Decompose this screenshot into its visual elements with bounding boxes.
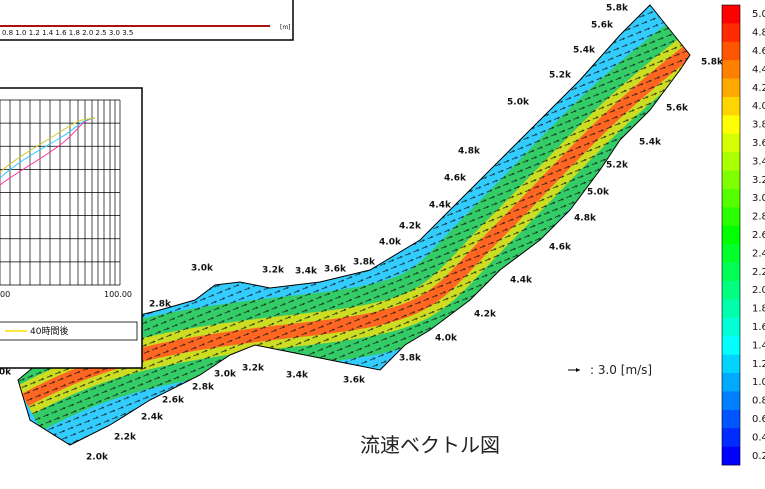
station-label: 3.8k [353,258,376,268]
inset-unit: [m] [280,24,291,31]
station-label: 2.6k [162,396,185,406]
colorbar-label: 3.4 [752,156,765,167]
station-label: 3.0k [214,370,237,380]
station-label: 5.6k [591,21,614,31]
station-label: 3.0k [191,264,214,274]
colorbar-band [722,336,740,355]
station-label: 3.2k [262,266,285,276]
colorbar-label: 4.8 [752,28,765,39]
colorbar-band [722,207,740,227]
station-label: 5.0k [587,188,610,198]
colorbar-label: 3.8 [752,120,765,131]
colorbar-label: 4.4 [752,64,765,75]
station-label: 4.6k [549,243,572,253]
colorbar-band [722,60,740,79]
inset-left [0,87,143,369]
station-label: 4.4k [429,201,452,211]
station-label: 5.6k [666,104,689,114]
station-label: 2.0k [86,453,109,463]
colorbar-band [722,409,740,429]
colorbar-band [722,152,740,171]
inset-x-end: 100.00 [104,290,132,299]
station-label: 4.8k [458,147,481,157]
colorbar-band [722,5,740,24]
station-label: 2.8k [192,383,215,393]
colorbar-label: 5.0 [752,9,765,20]
colorbar-band [722,354,740,374]
colorbar-band [722,133,740,153]
colorbar-label: 3.0 [752,193,765,204]
colorbar-label: 2.8 [752,212,765,223]
colorbar-band [722,78,740,98]
colorbar-band [722,225,740,245]
colorbar-band [722,281,740,300]
colorbar-label: 0.2 [752,451,765,462]
colorbar-label: 2.4 [752,248,765,259]
colorbar-band [722,97,740,116]
colorbar-band [722,299,740,319]
station-label: 3.4k [295,267,318,277]
colorbar-label: 0.8 [752,396,765,407]
colorbar-band [722,391,740,411]
colorbar-frame [721,4,741,466]
colorbar-label: 0.4 [752,432,765,443]
colorbar-label: 4.6 [752,46,765,57]
station-label: 3.4k [286,371,309,381]
station-label: 3.6k [343,376,366,386]
inset-legend: 40時間後 [30,325,68,337]
station-label: 4.2k [399,222,422,232]
figure-title: 流速ベクトル図 [360,433,500,457]
station-label: 3.6k [324,265,347,275]
station-label: 3.2k [242,364,265,374]
colorbar-label: 2.0 [752,285,765,296]
station-label: 5.4k [573,46,596,56]
colorbar-label: 1.4 [752,340,765,351]
colorbar-label: 2.6 [752,230,765,241]
station-label: 4.8k [574,214,597,224]
colorbar-label: 1.8 [752,304,765,315]
station-label: 3.8k [399,354,422,364]
station-label: 2.2k [114,433,137,443]
colorbar-label: 4.0 [752,101,765,112]
inset-x-start: 00 [0,290,10,299]
station-label: 5.2k [606,161,629,171]
inset-x-ticks: 0.8 1.0 1.2 1.4 1.6 1.8 2.0 2.5 3.0 3.5 [2,29,133,37]
station-label: 4.2k [474,310,497,320]
colorbar-band [722,244,740,263]
station-label: 4.6k [444,174,467,184]
colorbar-band [722,41,740,61]
station-label: 2.4k [141,413,164,423]
station-label: 0k [0,368,12,378]
colorbar-label: 4.2 [752,83,765,94]
station-label: 5.2k [549,71,572,81]
colorbar-label: 3.2 [752,175,765,186]
colorbar-label: 1.0 [752,377,765,388]
station-label: 5.8k [606,4,629,14]
colorbar-label: 1.6 [752,322,765,333]
colorbar-band [722,170,740,190]
station-label: 4.0k [379,238,402,248]
scale-label: : 3.0 [m/s] [590,363,652,377]
colorbar-label: 0.6 [752,414,765,425]
colorbar-band [722,373,740,392]
inset-top [0,0,294,41]
colorbar-band [722,262,740,282]
colorbar-band [722,23,740,43]
colorbar-band [722,428,740,447]
station-label: 5.4k [639,138,662,148]
colorbar-label: 3.6 [752,138,765,149]
colorbar-band [722,115,740,135]
station-label: 4.0k [435,334,458,344]
station-label: 4.4k [510,276,533,286]
colorbar-label: 1.2 [752,359,765,370]
colorbar-band [722,317,740,337]
colorbar-band [722,189,740,208]
station-label: 5.0k [507,98,530,108]
station-label: 5.8k [701,58,724,68]
station-label: 2.8k [149,300,172,310]
colorbar-label: 2.2 [752,267,765,278]
colorbar-band [722,446,740,466]
